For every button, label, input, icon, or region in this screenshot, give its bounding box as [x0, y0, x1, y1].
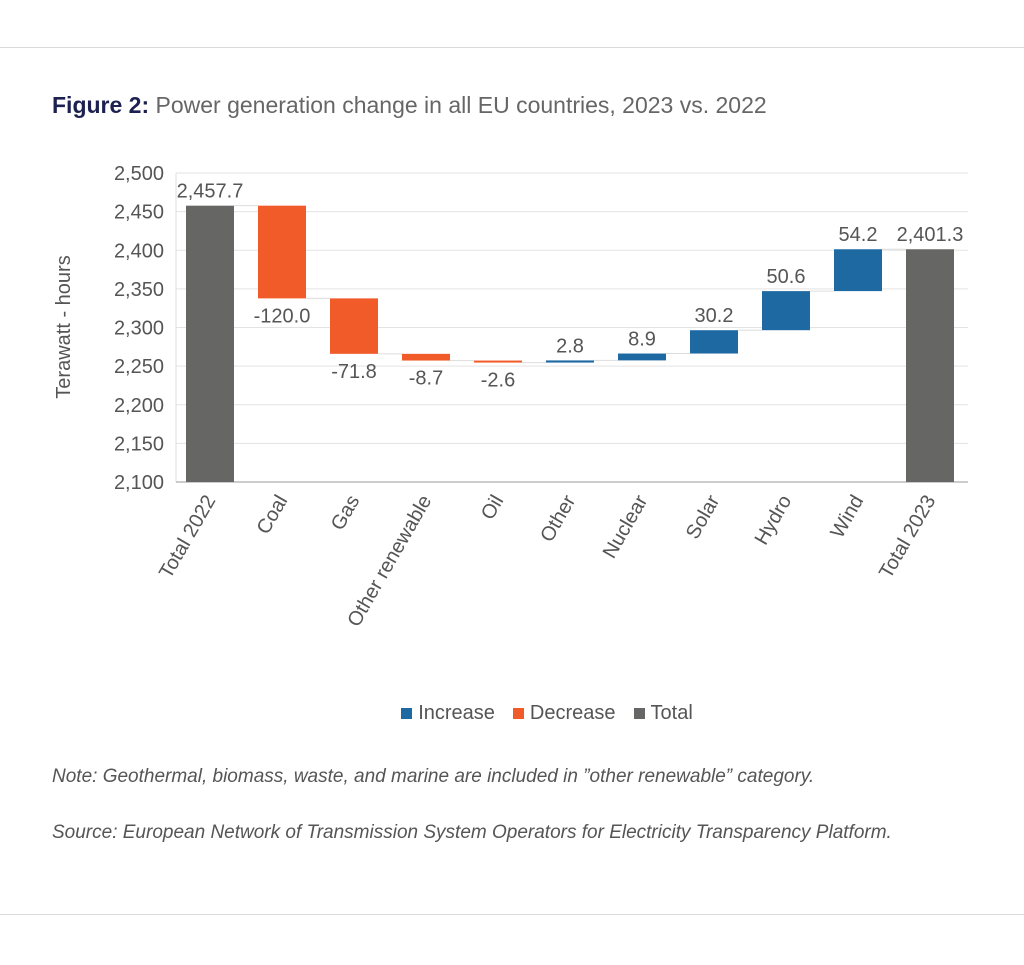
data-label: 2,401.3	[897, 224, 964, 246]
total-swatch	[633, 708, 645, 719]
legend-label: Decrease	[529, 702, 616, 724]
bar-solar	[690, 330, 738, 354]
legend-decrease: Decrease	[512, 702, 616, 725]
bar-gas	[330, 298, 378, 354]
bar-total-2022	[186, 205, 234, 482]
decrease-swatch	[512, 708, 524, 719]
top-divider	[0, 47, 1024, 48]
x-tick-label: Total 2023	[875, 492, 940, 583]
data-label: 8.9	[628, 329, 656, 351]
waterfall-chart: 2,100 2,150 2,200 2,250 2,300 2,350 2,400 2,450…	[53, 163, 968, 631]
y-axis-title: Terawatt - hours	[53, 255, 75, 398]
legend-label: Increase	[418, 702, 495, 724]
x-tick-label: Gas	[327, 492, 364, 535]
legend: Increase Decrease Total	[0, 702, 1024, 725]
bottom-divider	[0, 914, 1024, 915]
y-tick-label: 2,450	[114, 202, 164, 224]
data-label: 2.8	[556, 335, 584, 357]
bar-nuclear	[618, 353, 666, 361]
x-tick-label: Wind	[826, 492, 868, 542]
data-label: 30.2	[695, 305, 734, 327]
bar-wind	[834, 249, 882, 292]
bar-total-2023	[906, 249, 954, 482]
figure-label: Figure 2:	[52, 92, 150, 118]
x-tick-label: Coal	[253, 492, 293, 539]
x-tick-label: Other	[536, 491, 580, 546]
data-label: -2.6	[481, 370, 515, 392]
y-tick-label: 2,150	[114, 433, 164, 455]
x-tick-label: Nuclear	[599, 491, 653, 562]
y-tick-label: 2,250	[114, 356, 164, 378]
data-label: -71.8	[331, 361, 377, 383]
y-tick-label: 2,300	[114, 318, 164, 340]
legend-label: Total	[650, 702, 693, 724]
y-tick-label: 2,400	[114, 240, 164, 262]
y-tick-label: 2,100	[114, 472, 164, 494]
data-label: -8.7	[409, 368, 443, 390]
y-tick-label: 2,200	[114, 395, 164, 417]
data-label: 50.6	[767, 266, 806, 288]
chart-source: Source: European Network of Transmission…	[52, 822, 892, 843]
chart-note: Note: Geothermal, biomass, waste, and ma…	[52, 766, 815, 787]
data-label: 54.2	[839, 224, 878, 246]
bar-oil	[474, 360, 522, 363]
figure-title: Figure 2: Power generation change in all…	[52, 92, 767, 119]
bar-coal	[258, 205, 306, 299]
legend-increase: Increase	[401, 702, 495, 725]
increase-swatch	[401, 708, 413, 719]
bar-other-renewable	[402, 353, 450, 361]
x-tick-label: Solar	[682, 491, 725, 543]
bar-hydro	[762, 291, 810, 331]
data-label: -120.0	[254, 305, 311, 327]
x-tick-label: Hydro	[751, 492, 797, 549]
bar-other	[546, 360, 594, 363]
y-tick-label: 2,500	[114, 163, 164, 185]
legend-total: Total	[633, 702, 693, 725]
x-tick-label: Oil	[477, 492, 508, 524]
figure-title-text: Power generation change in all EU countr…	[155, 92, 767, 118]
y-tick-label: 2,350	[114, 279, 164, 301]
data-label: 2,457.7	[177, 181, 244, 203]
x-tick-label: Total 2022	[155, 492, 220, 583]
